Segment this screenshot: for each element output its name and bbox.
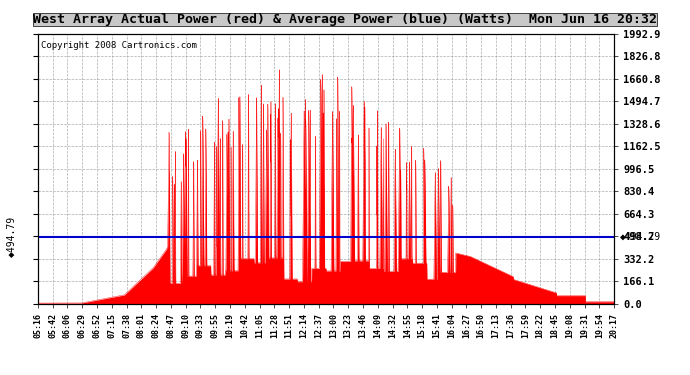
Text: Copyright 2008 Cartronics.com: Copyright 2008 Cartronics.com xyxy=(41,40,197,50)
Text: ◆494.79: ◆494.79 xyxy=(620,232,661,242)
Text: ◆494.79: ◆494.79 xyxy=(7,216,17,257)
Text: West Array Actual Power (red) & Average Power (blue) (Watts)  Mon Jun 16 20:32: West Array Actual Power (red) & Average … xyxy=(33,13,657,26)
